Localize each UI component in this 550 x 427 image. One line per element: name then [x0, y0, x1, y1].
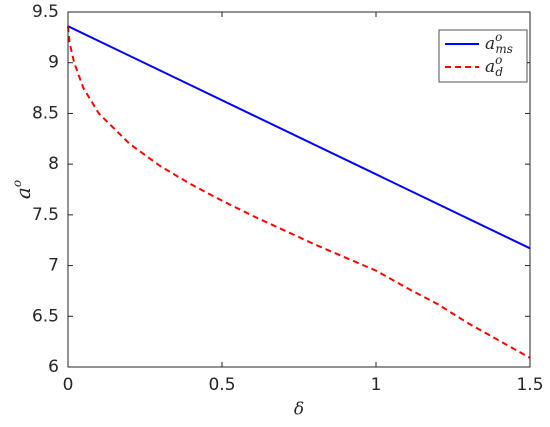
x-axis-label: δ	[294, 400, 304, 420]
y-tick-label: 8.5	[32, 103, 59, 123]
legend-box	[438, 29, 528, 83]
y-tick-label: 8	[48, 154, 59, 174]
x-tick-label: 0.5	[208, 375, 235, 395]
y-tick-label: 7	[48, 256, 59, 276]
x-tick-label: 1	[371, 375, 382, 395]
y-tick-label: 6.5	[32, 306, 59, 326]
y-tick-label: 6	[48, 357, 59, 377]
legend-label: ao d	[485, 53, 503, 79]
x-tick-label: 0	[63, 375, 74, 395]
x-tick-label: 1.5	[516, 375, 543, 395]
legend-label: ao ms	[485, 30, 513, 56]
y-tick-label: 9	[48, 53, 59, 73]
line	[67, 26, 531, 359]
line	[67, 25, 531, 250]
y-tick-label: 9.5	[32, 2, 59, 22]
y-axis-label: ao	[10, 180, 35, 199]
y-tick-label: 7.5	[32, 205, 59, 225]
plot-frame	[67, 11, 531, 368]
